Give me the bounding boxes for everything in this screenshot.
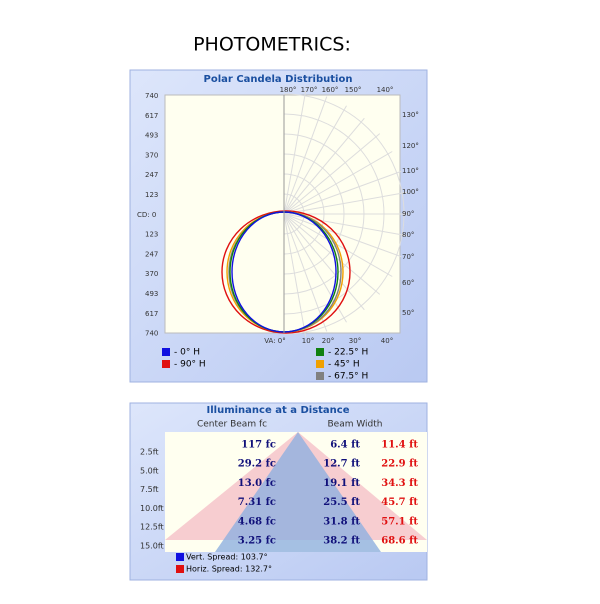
legend-swatch xyxy=(316,348,324,356)
bottom-angle: 30° xyxy=(349,337,361,345)
right-angle: 130° xyxy=(402,111,419,119)
bottom-angle: VA: 0° xyxy=(264,337,286,345)
grid-ray xyxy=(283,133,381,215)
center-fc: 29.2 fc xyxy=(238,459,276,470)
cd-label: 740 xyxy=(145,330,158,338)
cd-label: 123 xyxy=(145,231,158,239)
grid-ray xyxy=(283,213,408,237)
horiz-width: 68.6 ft xyxy=(381,536,418,547)
horiz-width: 57.1 ft xyxy=(381,516,418,527)
horiz-width: 34.3 ft xyxy=(381,478,418,489)
vert-width: 25.5 ft xyxy=(323,497,360,508)
illum-title: Illuminance at a Distance xyxy=(207,405,350,416)
grid-ray xyxy=(283,117,365,215)
right-angle: 100° xyxy=(402,188,419,196)
cd-label: 617 xyxy=(145,310,158,318)
horiz-width: 45.7 ft xyxy=(381,497,418,508)
cd-label: 617 xyxy=(145,112,158,120)
center-fc: 4.68 fc xyxy=(238,516,276,527)
grid-ray xyxy=(283,213,393,277)
grid-ray xyxy=(283,213,402,258)
distance-label: 12.5ft xyxy=(140,523,164,532)
grid-ray xyxy=(283,96,328,215)
center-fc: 7.31 fc xyxy=(238,497,276,508)
horiz-width: 22.9 ft xyxy=(381,459,418,470)
top-angle: 180° xyxy=(280,86,297,94)
right-angle: 90° xyxy=(402,210,414,218)
legend-label: Horiz. Spread: 132.7° xyxy=(186,565,272,574)
grid-ray xyxy=(283,170,402,215)
center-fc: 117 fc xyxy=(241,440,276,451)
legend-label: - 45° H xyxy=(328,360,360,370)
grid-ray xyxy=(283,90,307,215)
cd-label: 493 xyxy=(145,132,158,140)
center-fc: 3.25 fc xyxy=(238,536,276,547)
distance-label: 10.0ft xyxy=(140,504,164,513)
top-angle: 140° xyxy=(377,86,394,94)
cd-label: 740 xyxy=(145,92,158,100)
cd-label: 123 xyxy=(145,191,158,199)
legend-swatch xyxy=(162,360,170,368)
polar-title: Polar Candela Distribution xyxy=(204,74,353,85)
vert-width: 31.8 ft xyxy=(323,516,360,527)
legend-swatch xyxy=(162,348,170,356)
right-angle: 120° xyxy=(402,142,419,150)
grid-ray xyxy=(283,213,347,323)
page-title: PHOTOMETRICS: xyxy=(193,34,351,56)
right-angle: 60° xyxy=(402,279,414,287)
grid-ray xyxy=(283,213,328,332)
vert-width: 6.4 ft xyxy=(330,440,360,451)
distance-label: 7.5ft xyxy=(140,485,159,494)
top-angle: 170° xyxy=(301,86,318,94)
right-angle: 110° xyxy=(402,167,419,175)
cd-label: 493 xyxy=(145,290,158,298)
horiz-width: 11.4 ft xyxy=(381,440,418,451)
right-angle: 70° xyxy=(402,253,414,261)
distance-label: 15.0ft xyxy=(140,542,164,551)
cd-label: 370 xyxy=(145,270,158,278)
legend-swatch xyxy=(176,565,184,573)
cd-label: 247 xyxy=(145,250,158,258)
vert-cone xyxy=(215,432,381,552)
grid-ray xyxy=(283,213,365,311)
bottom-angle: 10° xyxy=(302,337,314,345)
grid-ray xyxy=(283,151,393,215)
grid-ray xyxy=(283,213,307,338)
cd-label: CD: 0 xyxy=(137,211,156,219)
legend-label: Vert. Spread: 103.7° xyxy=(186,553,268,562)
legend-swatch xyxy=(316,372,324,380)
legend-swatch xyxy=(176,553,184,561)
column-header: Beam Width xyxy=(327,420,382,430)
distance-label: 2.5ft xyxy=(140,448,159,457)
right-angle: 80° xyxy=(402,231,414,239)
legend-label: - 90° H xyxy=(174,360,206,370)
bottom-angle: 40° xyxy=(381,337,393,345)
grid-ray xyxy=(283,191,408,215)
curve xyxy=(221,210,351,334)
vert-width: 19.1 ft xyxy=(323,478,360,489)
center-fc: 13.0 fc xyxy=(238,478,276,489)
distance-label: 5.0ft xyxy=(140,466,159,475)
legend-label: - 67.5° H xyxy=(328,372,368,382)
grid-ray xyxy=(283,213,381,295)
legend-swatch xyxy=(316,360,324,368)
legend-label: - 0° H xyxy=(174,348,200,358)
right-angle: 50° xyxy=(402,309,414,317)
cd-label: 370 xyxy=(145,151,158,159)
vert-width: 38.2 ft xyxy=(323,536,360,547)
top-angle: 160° xyxy=(322,86,339,94)
column-header: Center Beam fc xyxy=(197,420,267,430)
cd-label: 247 xyxy=(145,171,158,179)
bottom-angle: 20° xyxy=(322,337,334,345)
legend-label: - 22.5° H xyxy=(328,348,368,358)
vert-width: 12.7 ft xyxy=(323,459,360,470)
grid-ray xyxy=(283,105,347,215)
top-angle: 150° xyxy=(345,86,362,94)
